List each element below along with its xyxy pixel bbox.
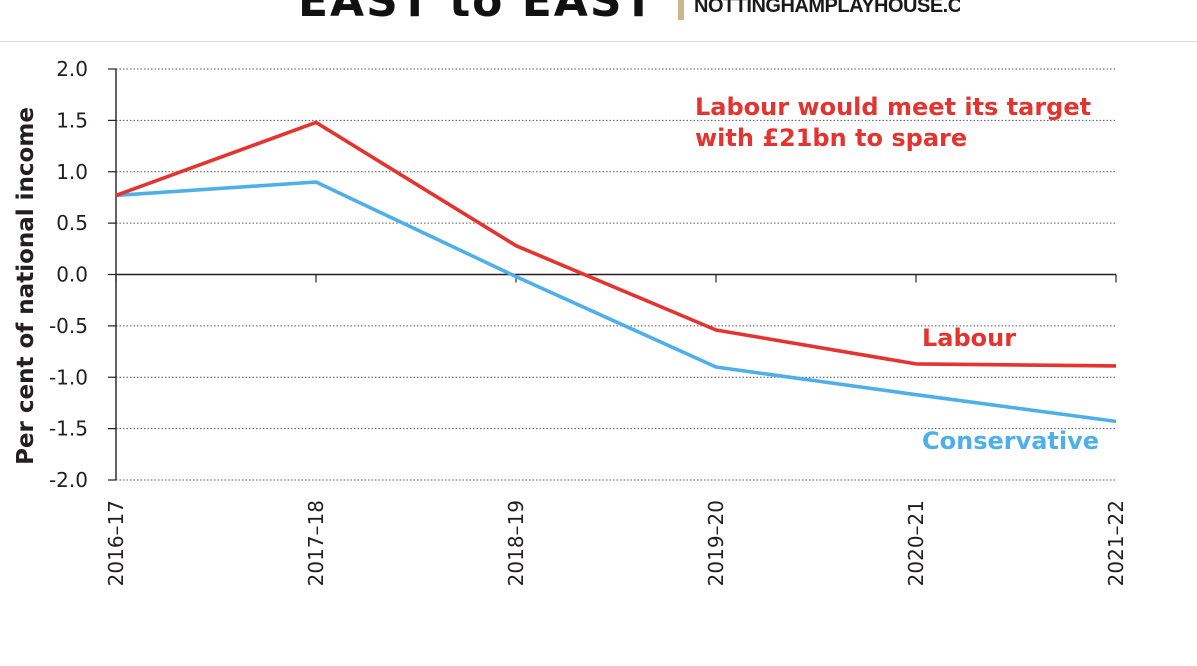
x-tick-label: 2020–21 [904, 500, 928, 586]
x-tick-label: 2018–19 [504, 500, 528, 586]
header-divider [0, 41, 1197, 42]
y-tick-label: 0.5 [56, 211, 88, 235]
banner: EAST to EAST NOTTINGHAMPLAYHOUSE.CO.UK [298, 0, 960, 20]
y-tick-label: 0.0 [56, 263, 88, 287]
x-tick-label: 2016–17 [104, 500, 128, 586]
y-axis-title: Per cent of national income [13, 107, 39, 465]
x-tick-label: 2019–20 [704, 500, 728, 586]
y-tick-labels: 2.0 1.5 1.0 0.5 0.0 -0.5 -1.0 -1.5 -2.0 [49, 57, 88, 492]
legend-label-conservative: Conservative [922, 427, 1099, 455]
y-tick-label: 2.0 [56, 57, 88, 81]
y-tick-label: 1.5 [56, 108, 88, 132]
x-tick-labels: 2016–17 2017–18 2018–19 2019–20 2020–21 2021–… [104, 500, 1128, 586]
y-tick-label: -1.0 [49, 365, 88, 389]
series-lines [115, 120, 1117, 424]
y-tick-label: 1.0 [56, 160, 88, 184]
banner-logo: EAST to EAST [298, 0, 656, 20]
y-tick-label: -0.5 [49, 314, 88, 338]
banner-url: NOTTINGHAMPLAYHOUSE.CO.UK [678, 0, 960, 20]
y-tick-label: -2.0 [49, 468, 88, 492]
axes [108, 68, 1117, 481]
grid-lines [116, 68, 1116, 481]
annotation-labour-target: Labour would meet its target with £21bn … [695, 93, 1099, 152]
y-tick-label: -1.5 [49, 417, 88, 441]
annotation-line-2: with £21bn to spare [695, 124, 967, 152]
series-line-labour [115, 120, 1117, 368]
series-line-conservative [115, 180, 1117, 424]
x-tick-label: 2017–18 [304, 500, 328, 586]
annotation-line-1: Labour would meet its target [695, 93, 1091, 121]
legend-label-labour: Labour [922, 324, 1016, 352]
x-tick-label: 2021–22 [1104, 500, 1128, 586]
